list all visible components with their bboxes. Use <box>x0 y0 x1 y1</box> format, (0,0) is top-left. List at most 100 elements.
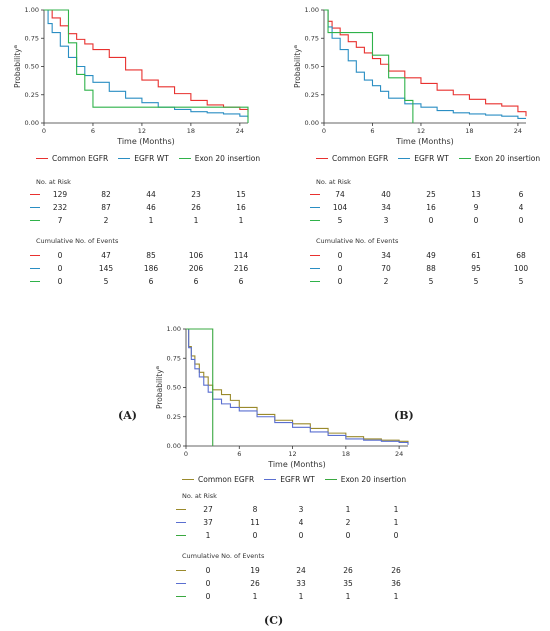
km-curve-exon-20-insertion <box>186 328 214 446</box>
legend-c: Common EGFR EGFR WT Exon 20 insertion <box>182 475 406 484</box>
legend-label: Exon 20 insertion <box>474 154 541 163</box>
events_table-cell: 0 <box>205 579 211 588</box>
risk_table-cell: 1 <box>193 216 199 225</box>
events_table-cell: 26 <box>391 566 401 575</box>
risk_table-cell: 0 <box>252 531 258 540</box>
events_table-cell: 6 <box>148 277 154 286</box>
legend-item-exon-20-insertion: Exon 20 insertion <box>458 154 541 163</box>
row-swatch <box>176 509 186 510</box>
events_table-cell: 24 <box>296 566 306 575</box>
row-swatch <box>30 255 40 256</box>
y-tick-label: 0.00 <box>167 442 181 450</box>
risk_table-cell: 16 <box>236 203 246 212</box>
y-tick-label: 1.00 <box>25 6 39 14</box>
events_table-cell: 1 <box>393 592 399 601</box>
risk_table-cell: 0 <box>298 531 304 540</box>
risk_table-cell: 40 <box>381 190 391 199</box>
risk_table-cell: 13 <box>471 190 481 199</box>
events_table-cell: 6 <box>193 277 199 286</box>
risk_table-cell: 8 <box>252 505 258 514</box>
y-axis-title-superscript: a <box>293 45 299 48</box>
y-tick-label: 0.25 <box>25 91 39 99</box>
x-tick-label: 6 <box>237 450 241 458</box>
row-swatch <box>310 194 320 195</box>
x-axis-title: Time (Months) <box>116 137 175 146</box>
events_table-cell: 26 <box>250 579 260 588</box>
row-swatch <box>310 255 320 256</box>
y-tick-label: 0.50 <box>305 63 319 71</box>
events_table-row: 0 47 85 106 114 <box>30 251 290 261</box>
x-tick-label: 6 <box>91 127 95 135</box>
events_table-row: 0 145 186 206 216 <box>30 264 290 274</box>
events_table-cell: 5 <box>103 277 109 286</box>
x-tick-label: 24 <box>395 450 403 458</box>
events_table-cell: 186 <box>143 264 159 273</box>
legend-label: Exon 20 insertion <box>194 154 261 163</box>
km-plot-a: 0.00 0.25 0.50 0.75 1.00 0 6 12 18 24 Time (Months… <box>13 6 249 146</box>
risk_table-cell: 232 <box>52 203 68 212</box>
y-tick-label: 0.75 <box>167 354 181 362</box>
row-swatch <box>310 220 320 221</box>
y-tick-label: 0.25 <box>167 413 181 421</box>
y-axis-title-superscript: a <box>13 45 19 48</box>
y-tick-label: 0.75 <box>25 34 39 42</box>
risk_table-cell: 25 <box>426 190 436 199</box>
x-tick-label: 6 <box>370 127 374 135</box>
risk_table-cell: 1 <box>205 531 211 540</box>
risk_table-row: 5 3 0 0 0 <box>310 216 550 226</box>
risk_table-row: 232 87 46 26 16 <box>30 203 290 213</box>
x-tick-label: 0 <box>322 127 326 135</box>
legend-item-exon-20-insertion: Exon 20 insertion <box>324 475 406 484</box>
events_table-cell: 0 <box>57 251 63 260</box>
events_table-cell: 2 <box>383 277 389 286</box>
row-swatch <box>30 281 40 282</box>
km-curve-egfr-wt <box>186 328 409 445</box>
row-swatch <box>30 207 40 208</box>
events_table-row: 0 34 49 61 68 <box>310 251 550 261</box>
risk_table-cell: 2 <box>103 216 109 225</box>
risk_table-row: 74 40 25 13 6 <box>310 190 550 200</box>
y-tick-label: 0.00 <box>305 119 319 127</box>
legend-item-egfr-wt: EGFR WT <box>398 154 449 163</box>
events_table-row: 0 1 1 1 1 <box>176 592 436 602</box>
legend-item-common-egfr: Common EGFR <box>182 475 254 484</box>
events_table-cell: 114 <box>233 251 249 260</box>
legend-swatch <box>316 158 328 159</box>
events_table-cell: 1 <box>345 592 351 601</box>
panel-label-a: (A) <box>118 409 137 422</box>
events_table-cell: 206 <box>188 264 204 273</box>
events_table-cell: 26 <box>343 566 353 575</box>
x-tick-label: 0 <box>42 127 46 135</box>
risk_table-cell: 11 <box>250 518 260 527</box>
risk_table-cell: 82 <box>101 190 111 199</box>
panel-label-c: (C) <box>264 614 284 627</box>
km-plot-b: 0.00 0.25 0.50 0.75 1.00 0 6 12 18 24 Time (Months… <box>293 6 527 146</box>
legend-label: EGFR WT <box>134 154 169 163</box>
risk_table-cell: 34 <box>381 203 391 212</box>
events_table-cell: 34 <box>381 251 391 260</box>
legend-label: Common EGFR <box>52 154 109 163</box>
events_table-cell: 1 <box>298 592 304 601</box>
km-curve-exon-20-insertion <box>44 9 249 123</box>
risk_table-row: 37 11 4 2 1 <box>176 518 436 528</box>
events_table-cell: 5 <box>518 277 524 286</box>
row-swatch <box>176 522 186 523</box>
events_table-cell: 5 <box>473 277 479 286</box>
events_table-cell: 106 <box>188 251 204 260</box>
events_table-cell: 1 <box>252 592 258 601</box>
y-tick-label: 1.00 <box>167 325 181 333</box>
km-curve-egfr-wt <box>44 9 249 119</box>
events_table-cell: 95 <box>471 264 481 273</box>
events_table-cell: 0 <box>57 277 63 286</box>
km-curve-common-egfr <box>324 9 527 117</box>
risk_table-cell: 1 <box>393 518 399 527</box>
events_table-row: 0 70 88 95 100 <box>310 264 550 274</box>
events_table-title: Cumulative No. of Events <box>316 237 399 245</box>
legend-item-egfr-wt: EGFR WT <box>118 154 169 163</box>
risk_table-cell: 1 <box>345 505 351 514</box>
events_table-cell: 0 <box>205 592 211 601</box>
risk_table-cell: 7 <box>57 216 63 225</box>
events_table-cell: 6 <box>238 277 244 286</box>
legend-swatch <box>36 158 48 159</box>
x-tick-label: 24 <box>514 127 522 135</box>
